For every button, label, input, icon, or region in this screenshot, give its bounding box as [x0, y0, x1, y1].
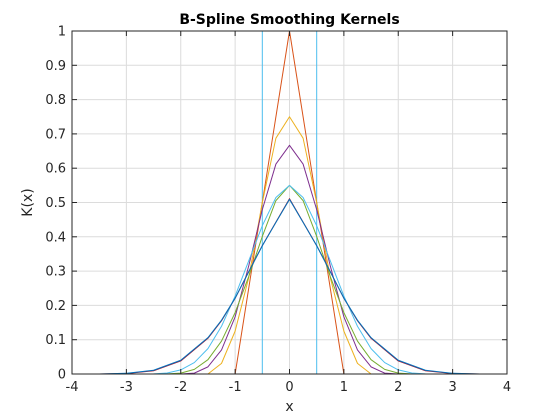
y-tick-label: 0.5 — [45, 196, 66, 211]
x-tick-label: -3 — [120, 380, 133, 395]
x-tick-label: 0 — [285, 380, 293, 395]
series-line-8 — [99, 198, 480, 375]
y-tick-label: 0.9 — [45, 59, 66, 74]
y-tick-label: 0.3 — [45, 265, 66, 280]
chart-title: B-Spline Smoothing Kernels — [179, 12, 399, 28]
y-tick-label: 0.2 — [45, 299, 66, 314]
y-tick-label: 0.7 — [45, 127, 66, 142]
x-tick-label: 2 — [394, 380, 402, 395]
y-axis-title: K(x) — [20, 188, 36, 216]
y-tick-label: 0 — [58, 368, 66, 383]
y-tick-label: 0.1 — [45, 333, 66, 348]
x-tick-label: 4 — [503, 380, 511, 395]
x-tick-label: -4 — [66, 380, 79, 395]
axis-ticks: -4 -3 -2 -1 0 1 2 3 4 0 0.1 0.2 0.3 0.4 0.5 0.6 0.7 0.8 0.… — [45, 25, 511, 396]
x-axis-title: x — [285, 399, 293, 415]
y-tick-label: 1 — [58, 25, 66, 40]
series-line-4 — [180, 144, 399, 375]
x-tick-label: -1 — [229, 380, 242, 395]
y-tick-label: 0.6 — [45, 162, 66, 177]
x-tick-label: 3 — [448, 380, 456, 395]
y-tick-label: 0.8 — [45, 93, 66, 108]
x-tick-label: -2 — [174, 380, 187, 395]
series-line-3 — [207, 116, 372, 375]
x-tick-label: 1 — [340, 380, 348, 395]
y-tick-label: 0.4 — [45, 230, 66, 245]
